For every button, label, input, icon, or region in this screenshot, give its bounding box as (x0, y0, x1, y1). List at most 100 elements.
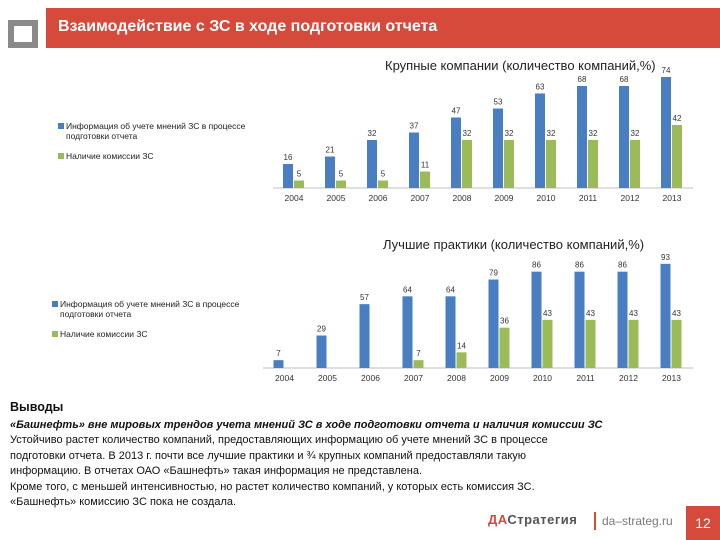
chart2-bar (531, 271, 542, 368)
chart2-title: Лучшие практики (количество компаний,%) (383, 237, 645, 252)
footer-divider (594, 512, 596, 530)
legend-label: Информация об учете мнений ЗС в процессе… (66, 121, 246, 141)
chart2-legend: Информация об учете мнений ЗС в процессе… (52, 299, 260, 349)
chart2-data-label: 7 (276, 349, 281, 358)
chart1-bar (336, 180, 346, 188)
conclusions-headline: «Башнефть» вне мировых трендов учета мне… (10, 418, 603, 431)
chart2-bar (499, 327, 510, 368)
conclusions-line: подготовки отчета. В 2013 г. почти все л… (10, 449, 527, 462)
chart1-bar (462, 140, 472, 188)
logo-square-icon (8, 20, 38, 48)
chart2-tick-label: 2011 (576, 373, 595, 383)
chart1-bar (451, 117, 461, 188)
slide-header: Взаимодействие с ЗС в ходе подготовки от… (0, 0, 720, 52)
chart1-bar (588, 140, 598, 188)
chart1-bar (367, 140, 377, 188)
chart1-data-label: 37 (410, 122, 419, 131)
chart2-data-label: 43 (629, 309, 638, 318)
chart1-bar (672, 125, 682, 188)
chart1-tick-label: 2009 (495, 193, 514, 203)
page-number: 12 (686, 506, 720, 540)
chart1-bar (504, 140, 514, 188)
chart1-tick-label: 2008 (453, 193, 472, 203)
chart2-data-label: 64 (446, 285, 455, 294)
chart2-bar (413, 360, 424, 368)
chart1-legend-item-2: Наличие комиссии ЗС (58, 151, 266, 161)
chart1-data-label: 32 (589, 129, 598, 138)
chart2-data-label: 43 (543, 309, 552, 318)
chart2-bar (617, 271, 628, 368)
chart2-legend-item-1: Информация об учете мнений ЗС в процессе… (52, 299, 260, 319)
footer-url-link[interactable]: da–strateg.ru (602, 514, 673, 528)
chart1-bar (283, 164, 293, 188)
chart1-bar (577, 86, 587, 188)
chart1-bar (378, 180, 388, 188)
chart2-tick-label: 2007 (404, 373, 423, 383)
legend-swatch-blue (58, 123, 64, 129)
conclusions-title: Выводы (10, 400, 64, 414)
chart1-bar (535, 93, 545, 188)
chart1-data-label: 32 (368, 129, 377, 138)
chart1-data-label: 68 (620, 75, 629, 84)
conclusions-block: Выводы «Башнефть» вне мировых трендов уч… (10, 400, 700, 511)
chart2-bar (445, 296, 456, 368)
chart1-bar (630, 140, 640, 188)
chart1-data-label: 32 (631, 129, 640, 138)
slide-title: Взаимодействие с ЗС в ходе подготовки от… (58, 18, 438, 35)
chart2-data-label: 14 (457, 341, 466, 350)
legend-label: Наличие комиссии ЗС (66, 151, 154, 161)
chart1-data-label: 63 (536, 83, 545, 92)
chart1-data-label: 5 (297, 170, 302, 179)
chart1-data-label: 74 (662, 66, 671, 75)
logo-prefix: ДА (488, 512, 508, 527)
chart1-data-label: 5 (381, 170, 386, 179)
chart2-bar (316, 335, 327, 368)
chart2-bar (628, 319, 639, 368)
chart1-bar (546, 140, 556, 188)
legend-label: Информация об учете мнений ЗС в процессе… (60, 299, 240, 319)
chart2-tick-label: 2004 (275, 373, 294, 383)
chart1-tick-label: 2006 (369, 193, 388, 203)
chart1-tick-label: 2005 (327, 193, 346, 203)
chart1-bar (409, 132, 419, 188)
chart2-data-label: 64 (403, 285, 412, 294)
legend-swatch-blue (52, 301, 58, 307)
conclusions-line: Кроме того, с меньшей интенсивностью, но… (10, 480, 535, 493)
legend-label: Наличие комиссии ЗС (60, 329, 148, 339)
chart2-tick-label: 2008 (447, 373, 466, 383)
chart1-data-label: 32 (547, 129, 556, 138)
chart2-bar (402, 296, 413, 368)
chart2-data-label: 29 (317, 325, 326, 334)
chart1-data-label: 42 (673, 114, 682, 123)
conclusions-line: «Башнефть» комиссию ЗС пока не создала. (10, 496, 237, 508)
chart2-data-label: 86 (532, 261, 541, 270)
chart2-tick-label: 2005 (318, 373, 337, 383)
header-band (46, 8, 720, 48)
chart2-tick-label: 2006 (361, 373, 380, 383)
chart2-data-label: 86 (575, 261, 584, 270)
chart2-tick-label: 2010 (533, 373, 552, 383)
chart1-data-label: 32 (463, 129, 472, 138)
chart1-data-label: 21 (326, 146, 335, 155)
chart2-bar (574, 271, 585, 368)
legend-swatch-green (58, 153, 64, 159)
chart1-data-label: 5 (339, 170, 344, 179)
chart2-bar (671, 319, 682, 368)
chart1-bar (619, 86, 629, 188)
legend-swatch-green (52, 331, 58, 337)
chart2-bar (273, 360, 284, 368)
chart2-data-label: 86 (618, 261, 627, 270)
chart2-bar (585, 319, 596, 368)
chart1-tick-label: 2012 (621, 193, 640, 203)
chart1-title: Крупные компании (количество компаний,%) (385, 58, 656, 73)
chart1-bar (325, 156, 335, 188)
chart2-legend-item-2: Наличие комиссии ЗС (52, 329, 260, 339)
chart1-tick-label: 2013 (663, 193, 682, 203)
chart2-tick-label: 2013 (662, 373, 681, 383)
chart2-data-label: 93 (661, 253, 670, 262)
conclusions-line: информацию. В отчетах ОАО «Башнефть» так… (10, 465, 423, 477)
company-logo[interactable]: ДАСтратегия (488, 512, 577, 527)
chart2-bar (542, 319, 553, 368)
chart2-bar (488, 279, 499, 368)
